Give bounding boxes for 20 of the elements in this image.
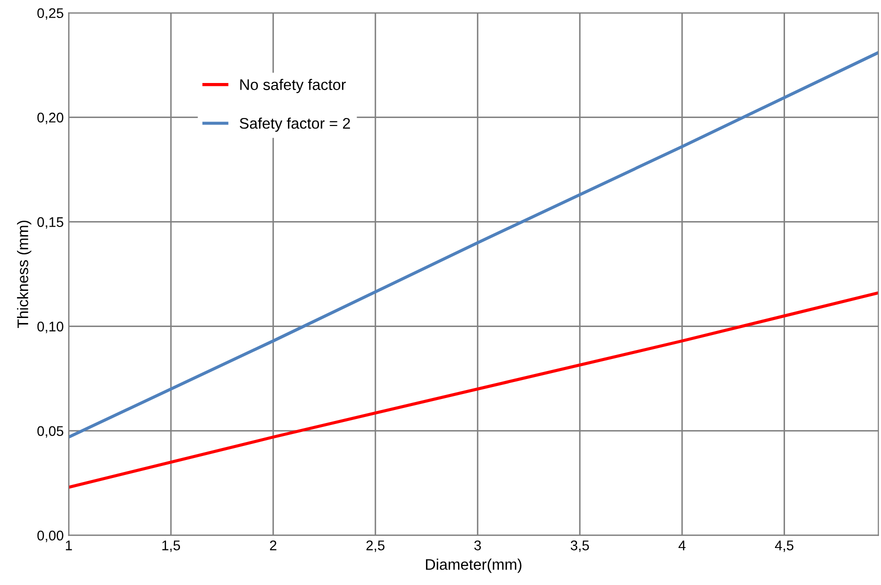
x-tick-label: 1 <box>66 540 72 550</box>
y-tick-label: 0,05 <box>37 426 64 438</box>
x-tick-label: 3 <box>474 540 481 550</box>
line-series <box>68 291 878 489</box>
y-axis-title: Thickness (mm) <box>17 220 32 328</box>
x-tick-label: 3,5 <box>570 540 589 552</box>
y-tick-label: 0,20 <box>37 112 64 124</box>
x-axis-title: Diameter(mm) <box>426 558 522 573</box>
x-tick-label: 1,5 <box>162 540 180 552</box>
legend-label: No safety factor <box>240 78 346 94</box>
y-tick-label: 0,25 <box>37 8 64 20</box>
line-series <box>68 51 878 439</box>
x-tick-label: 2,5 <box>366 540 384 552</box>
legend-label: Safety factor = 2 <box>240 118 350 132</box>
x-tick-label: 4 <box>678 540 686 550</box>
y-tick-label: 0,00 <box>37 530 64 542</box>
y-tick-label: 0,15 <box>37 217 64 229</box>
x-tick-label: 2 <box>270 540 276 550</box>
x-tick-label: 4,5 <box>774 540 794 552</box>
y-tick-label: 0,10 <box>37 322 64 334</box>
